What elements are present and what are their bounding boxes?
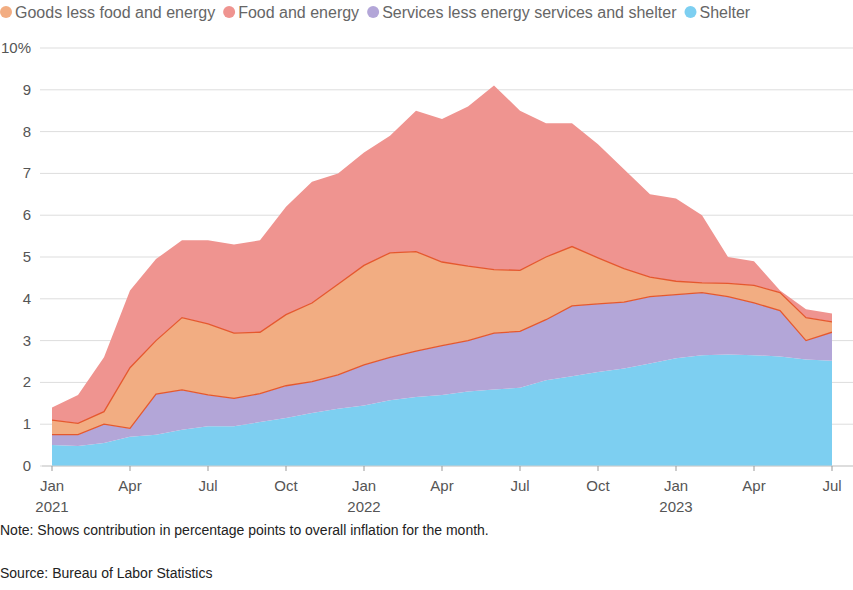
- x-tick: [52, 466, 53, 471]
- x-tick: [754, 466, 755, 471]
- x-tick: [208, 466, 209, 471]
- y-tick-label: 5: [23, 248, 31, 265]
- legend-swatch: [684, 6, 696, 18]
- x-tick-label-line: 2021: [35, 498, 68, 515]
- grid-line: [40, 466, 853, 467]
- y-tick-label: 3: [23, 332, 31, 349]
- x-tick-label: Jul: [198, 477, 217, 494]
- annotation: Note: Shows contribution in percentage p…: [0, 522, 489, 538]
- legend-label: Shelter: [699, 4, 750, 21]
- x-tick: [364, 466, 365, 471]
- x-tick-label-line: Jan: [40, 477, 64, 494]
- grid: [40, 48, 853, 466]
- x-tick-label-line: Oct: [586, 477, 610, 494]
- x-tick: [520, 466, 521, 471]
- area: [52, 86, 832, 424]
- x-tick-label: Apr: [118, 477, 141, 494]
- legend-swatch: [223, 6, 235, 18]
- x-tick-label-line: Apr: [118, 477, 141, 494]
- x-tick-label: Apr: [742, 477, 765, 494]
- annotation: Source: Bureau of Labor Statistics: [0, 565, 212, 581]
- x-tick-label: Jan 2022: [347, 477, 380, 515]
- x-tick: [598, 466, 599, 471]
- y-tick-label: 6: [23, 206, 31, 223]
- legend-label: Food and energy: [238, 4, 359, 21]
- x-tick-label-line: Jul: [510, 477, 529, 494]
- x-tick-label-line: Apr: [430, 477, 453, 494]
- x-tick-label-line: Jan: [664, 477, 688, 494]
- x-tick: [442, 466, 443, 471]
- legend-label: Services less energy services and shelte…: [382, 4, 677, 21]
- plot-area: [52, 86, 832, 466]
- x-tick-label-line: Apr: [742, 477, 765, 494]
- x-tick-label-line: 2022: [347, 498, 380, 515]
- x-tick-label: Jan 2023: [659, 477, 692, 515]
- x-tick-label-line: 2023: [659, 498, 692, 515]
- y-tick-label: 2: [23, 373, 31, 390]
- x-tick-label-line: Jul: [822, 477, 841, 494]
- x-tick-label-line: Oct: [274, 477, 298, 494]
- area-edge: [52, 247, 832, 424]
- x-tick-label-line: Jan: [352, 477, 376, 494]
- x-tick: [130, 466, 131, 471]
- y-tick-label: 9: [23, 81, 31, 98]
- x-tick-label: Oct: [274, 477, 298, 494]
- x-tick-label: Jan 2021: [35, 477, 68, 515]
- x-tick-label-line: Jul: [198, 477, 217, 494]
- x-tick-label: Apr: [430, 477, 453, 494]
- x-tick-label: Oct: [586, 477, 610, 494]
- y-tick-label: 4: [23, 290, 31, 307]
- grid-line: [40, 89, 853, 90]
- y-tick-label: 0: [23, 457, 31, 474]
- legend-label: Goods less food and energy: [15, 4, 215, 21]
- x-tick-label: Jul: [822, 477, 841, 494]
- y-tick-label: 8: [23, 123, 31, 140]
- x-axis: [42, 466, 853, 467]
- grid-line: [40, 48, 853, 49]
- area-edge: [52, 293, 832, 435]
- x-tick: [286, 466, 287, 471]
- y-tick-label: 1: [23, 415, 31, 432]
- legend-swatch: [0, 6, 12, 18]
- chart: 0 1 2 3 4 5 6 7 8 9 10% Jan 2021 Apr Jul Oct Jan 2022 Apr J…: [0, 0, 853, 590]
- x-tick: [832, 466, 833, 471]
- x-tick: [676, 466, 677, 471]
- legend-swatch: [367, 6, 379, 18]
- y-tick-label: 7: [23, 164, 31, 181]
- y-tick-label: 10%: [1, 39, 31, 56]
- x-tick-label: Jul: [510, 477, 529, 494]
